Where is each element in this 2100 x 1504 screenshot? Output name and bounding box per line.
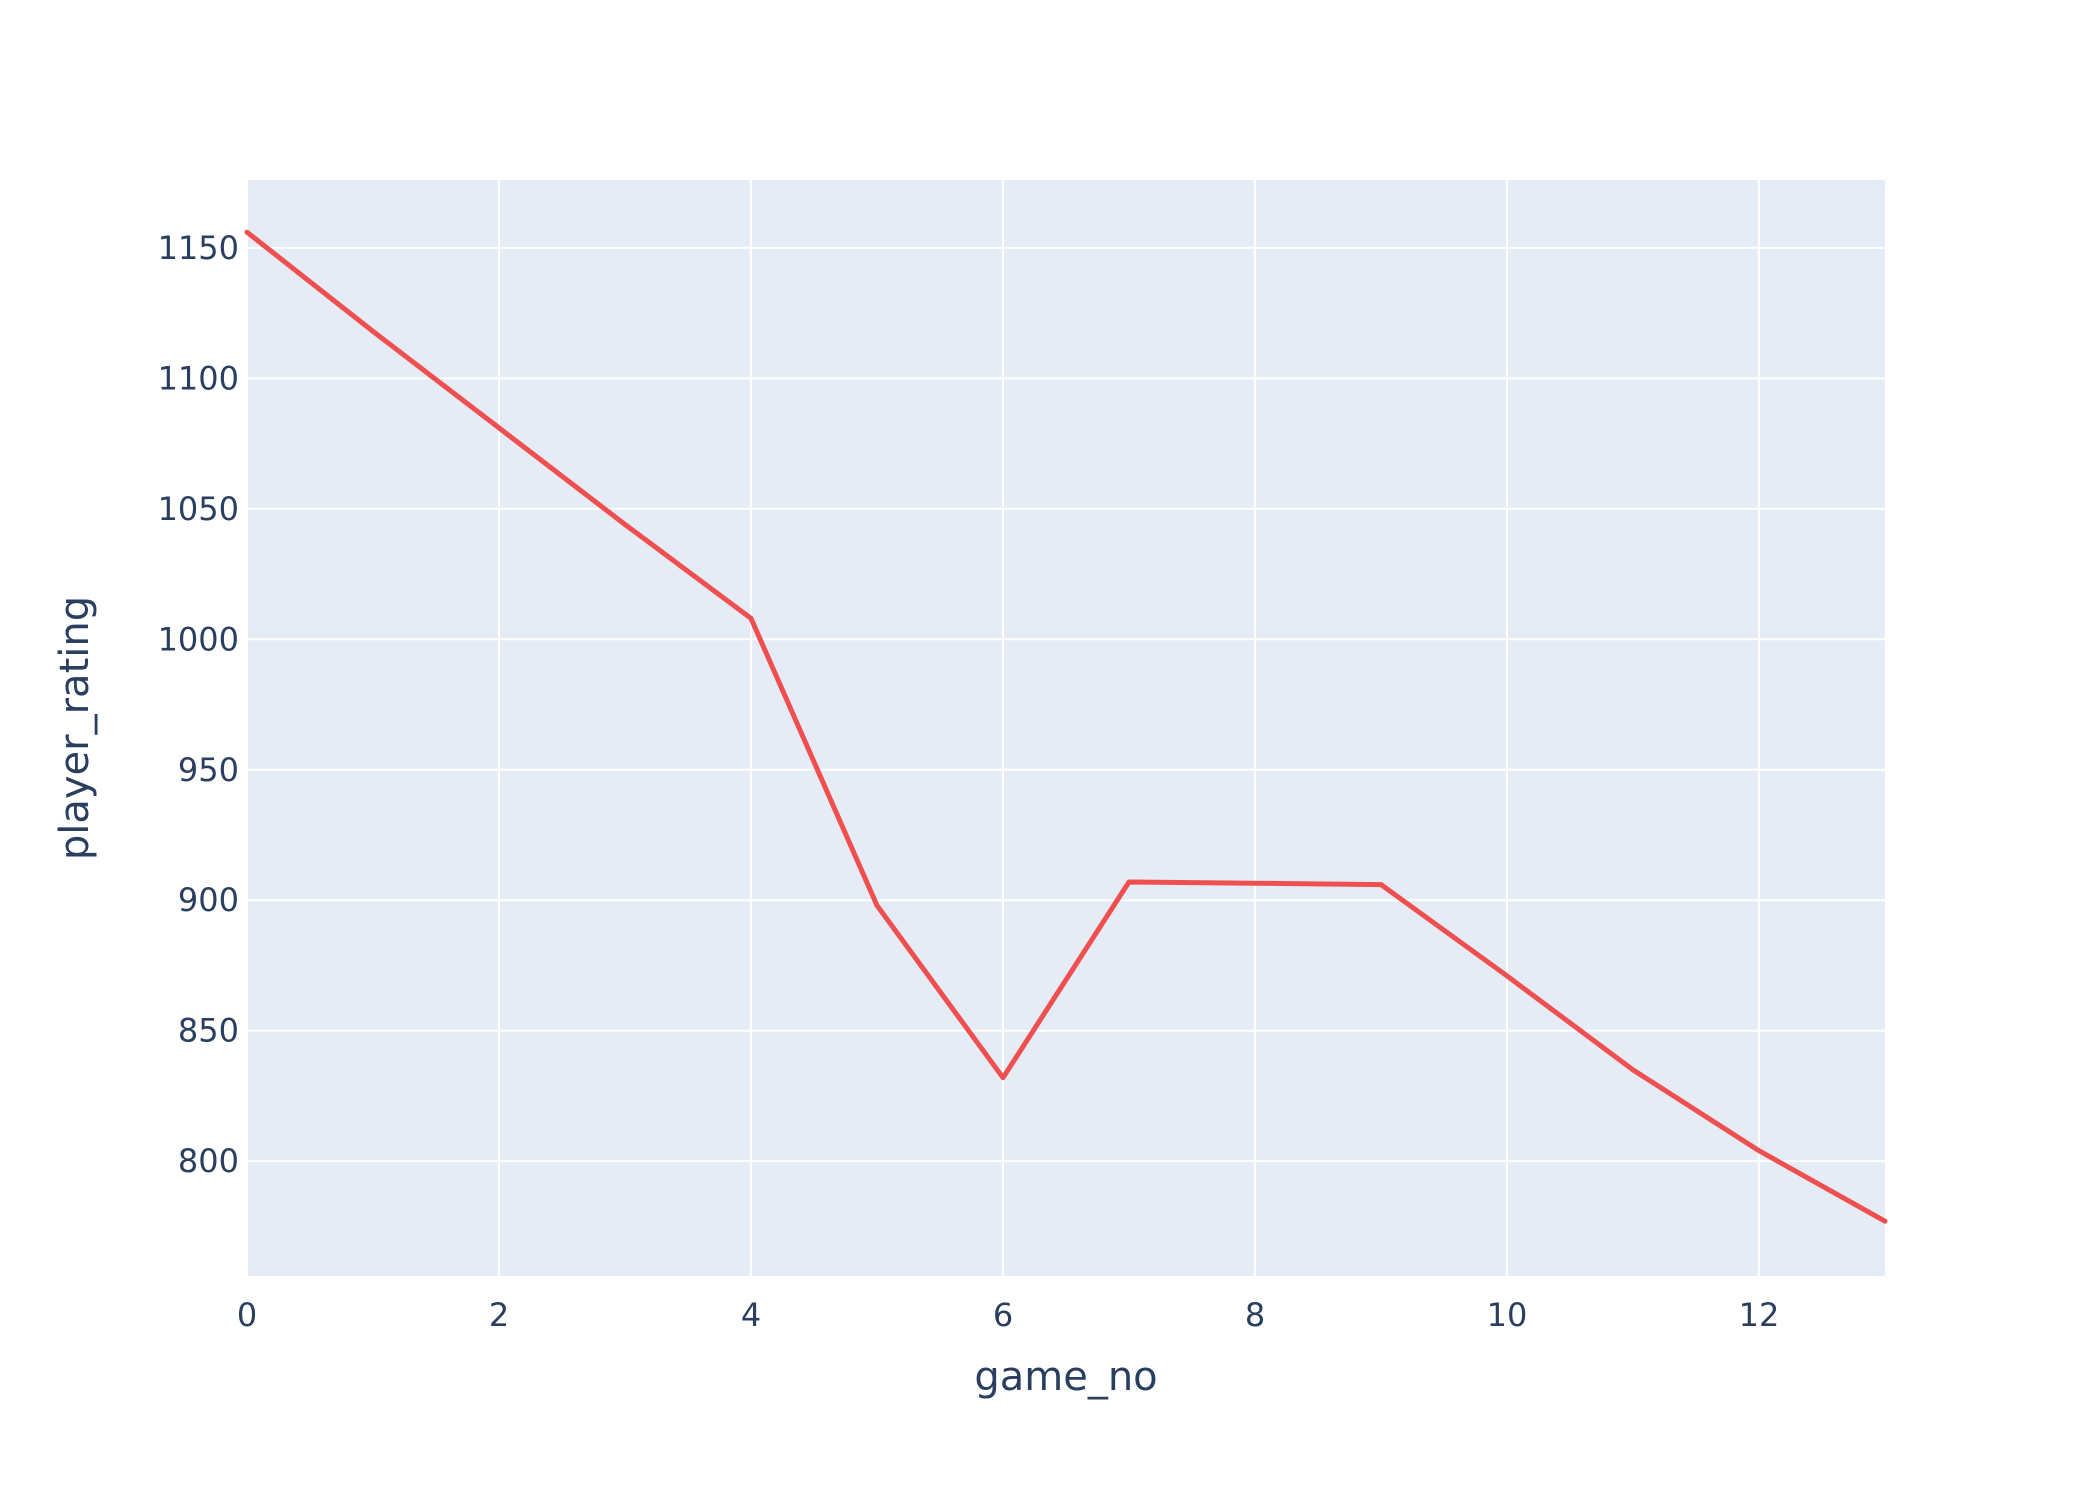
x-tick-label: 4	[741, 1296, 761, 1334]
x-tick-label: 12	[1739, 1296, 1780, 1334]
x-tick-label: 6	[993, 1296, 1013, 1334]
y-tick-label: 850	[178, 1012, 239, 1050]
series-line	[244, 229, 1888, 1224]
x-tick-label: 2	[489, 1296, 509, 1334]
y-tick-label: 1000	[158, 620, 239, 658]
series-layer	[244, 229, 1888, 1224]
plot-area	[247, 180, 1885, 1276]
y-axis-title: player_rating	[52, 596, 98, 860]
y-tick-label: 1150	[158, 229, 239, 267]
y-tick-label: 1050	[158, 490, 239, 528]
y-axis-ticks: 800 850 900 950 1000 1050 1100 1150	[158, 229, 239, 1180]
x-axis-ticks: 0 2 4 6 8 10 12	[237, 1296, 1780, 1334]
y-tick-label: 1100	[158, 359, 239, 397]
x-tick-label: 0	[237, 1296, 257, 1334]
y-tick-label: 900	[178, 881, 239, 919]
y-tick-label: 800	[178, 1142, 239, 1180]
x-tick-label: 10	[1487, 1296, 1528, 1334]
x-tick-label: 8	[1245, 1296, 1265, 1334]
x-axis-title: game_no	[974, 1354, 1157, 1400]
grid-lines	[246, 180, 1885, 1276]
y-tick-label: 950	[178, 751, 239, 789]
